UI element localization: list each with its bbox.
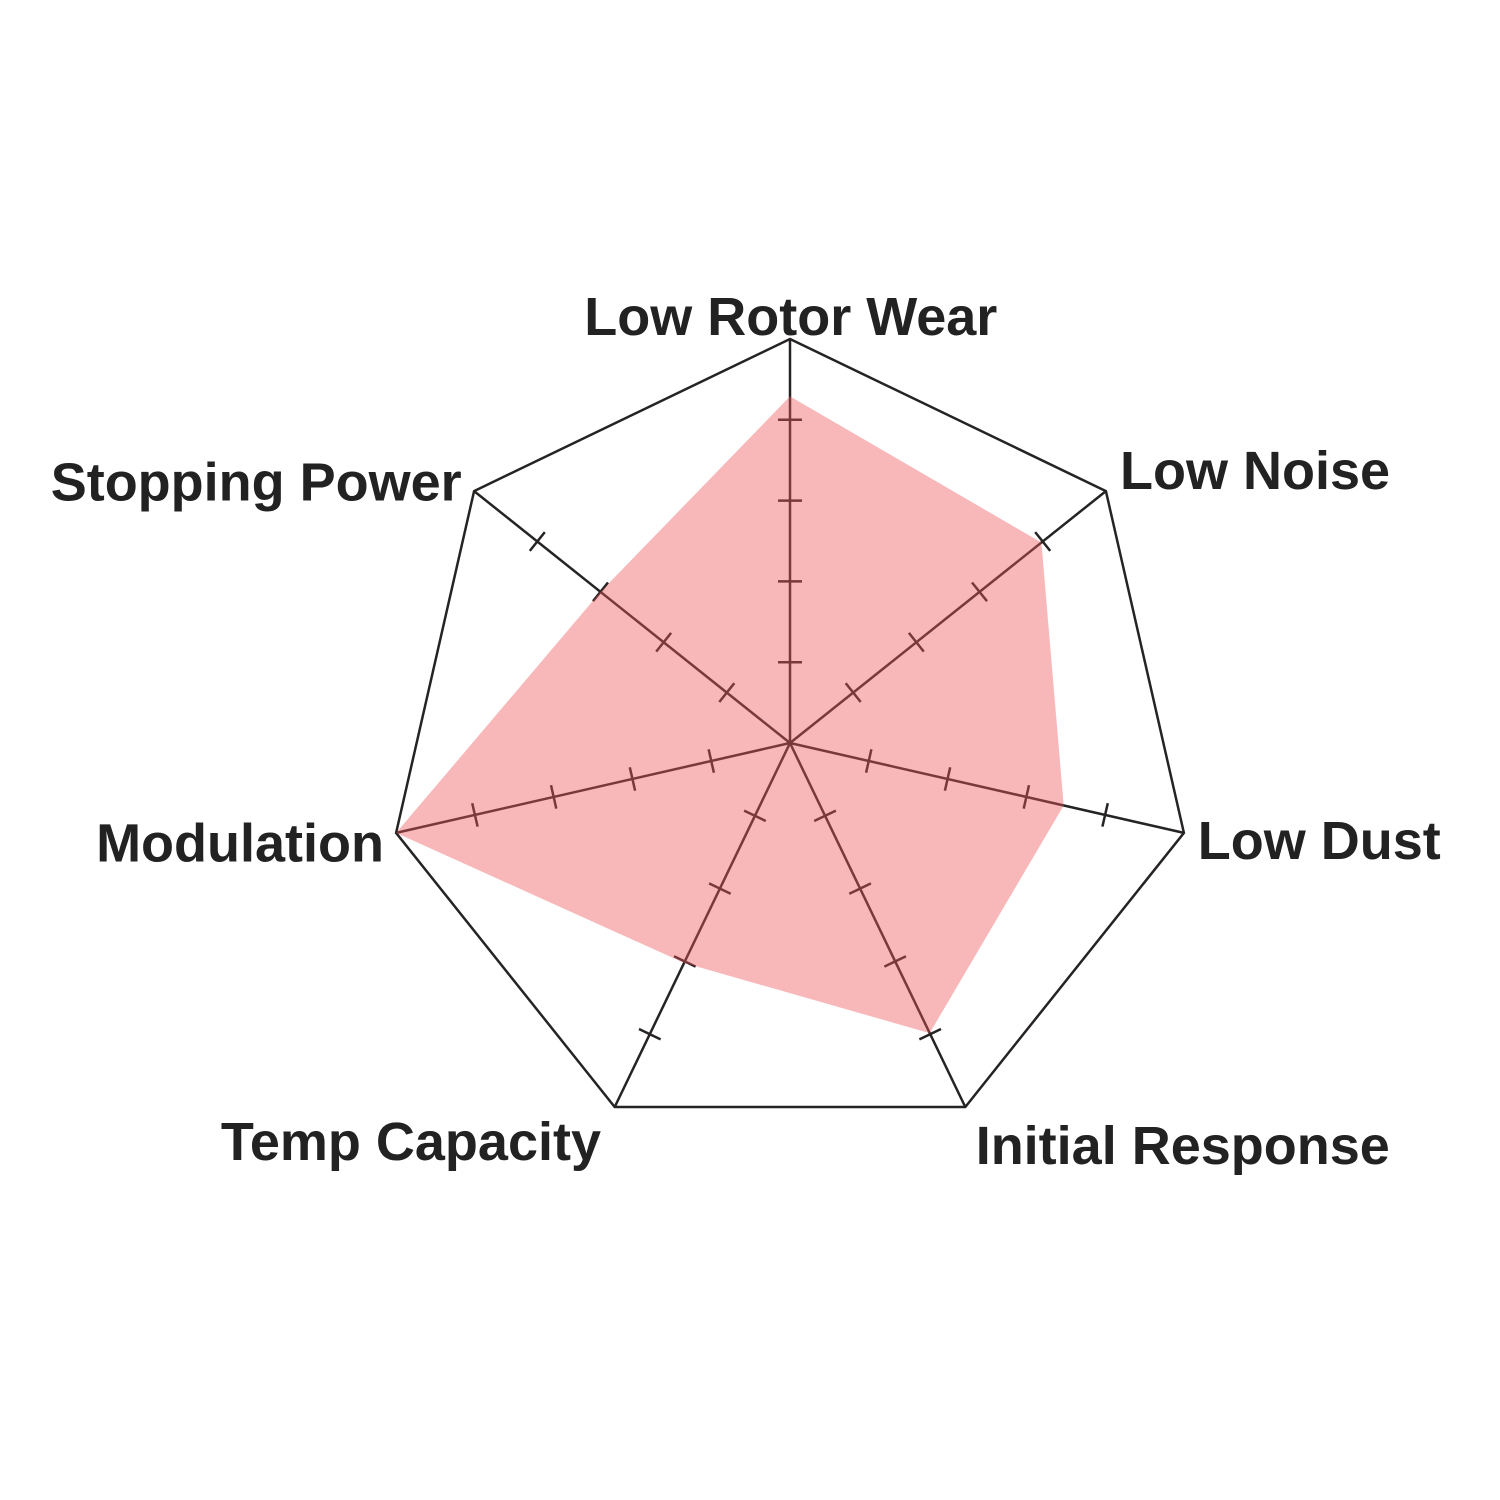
svg-text:Stopping Power: Stopping Power — [51, 453, 462, 513]
svg-text:Modulation: Modulation — [96, 814, 384, 874]
svg-text:Temp Capacity: Temp Capacity — [221, 1112, 601, 1172]
svg-text:Low Rotor Wear: Low Rotor Wear — [584, 287, 997, 347]
svg-text:Initial Response: Initial Response — [976, 1116, 1390, 1176]
svg-text:Low Dust: Low Dust — [1198, 811, 1441, 871]
svg-text:Low Noise: Low Noise — [1120, 441, 1390, 501]
